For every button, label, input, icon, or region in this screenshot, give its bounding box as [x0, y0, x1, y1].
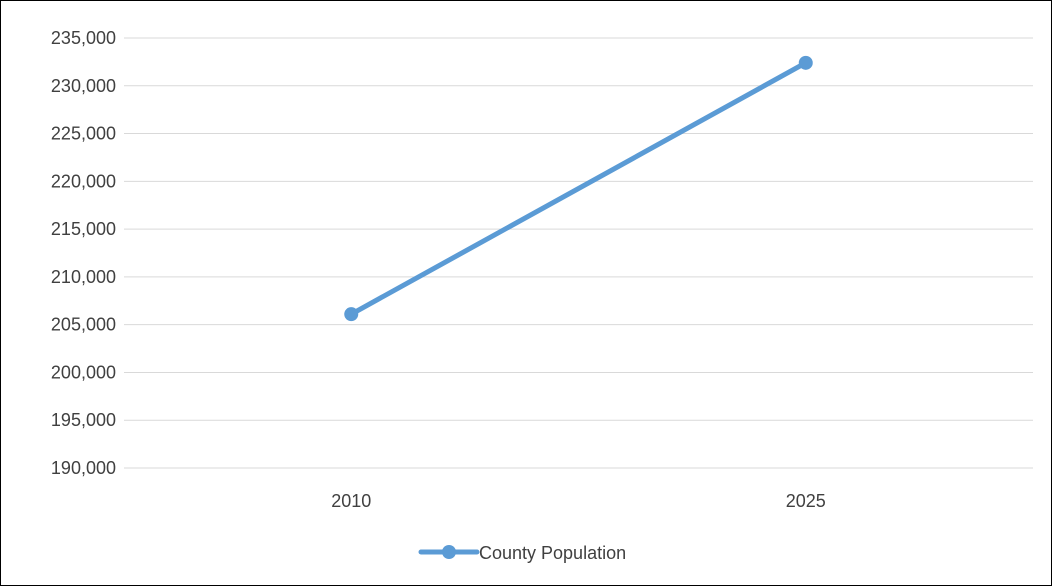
x-axis-tick-labels: 2010 2025: [331, 491, 826, 511]
y-tick-label: 215,000: [51, 219, 116, 239]
y-tick-label: 225,000: [51, 124, 116, 144]
y-tick-label: 235,000: [51, 28, 116, 48]
y-tick-label: 200,000: [51, 362, 116, 382]
y-tick-label: 230,000: [51, 76, 116, 96]
series-layer: [344, 55, 813, 322]
gridlines: [124, 37, 1033, 469]
y-tick-label: 205,000: [51, 315, 116, 335]
y-tick-label: 190,000: [51, 458, 116, 478]
legend: County Population: [418, 543, 626, 563]
x-tick-label: 2025: [786, 491, 826, 511]
y-tick-label: 210,000: [51, 267, 116, 287]
data-point-marker: [344, 307, 359, 322]
x-tick-label: 2010: [331, 491, 371, 511]
y-tick-label: 195,000: [51, 410, 116, 430]
legend-series-marker: [442, 545, 456, 559]
y-axis-tick-labels: 190,000 195,000 200,000 205,000 210,000 215,0…: [51, 28, 116, 478]
legend-series-label: County Population: [479, 543, 626, 563]
data-point-marker: [798, 55, 813, 70]
y-tick-label: 220,000: [51, 171, 116, 191]
series-line: [348, 60, 809, 317]
